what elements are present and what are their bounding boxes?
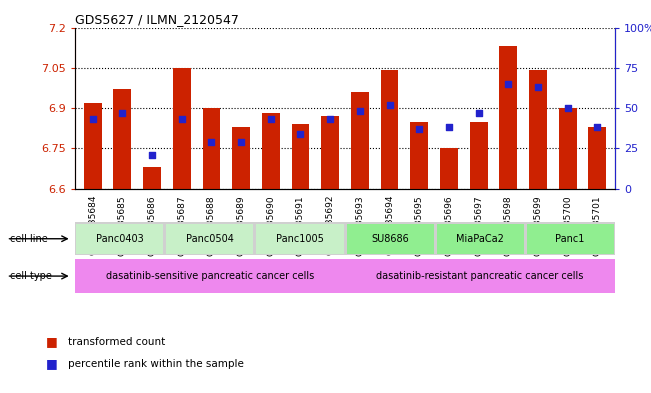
- Bar: [173, 68, 191, 189]
- Text: cell line: cell line: [10, 234, 48, 244]
- Bar: [470, 121, 488, 189]
- Bar: [351, 92, 368, 189]
- Text: ■: ■: [46, 357, 57, 370]
- Bar: [143, 167, 161, 189]
- Point: [147, 152, 158, 158]
- Text: transformed count: transformed count: [68, 337, 165, 347]
- Point: [503, 81, 514, 87]
- Point: [206, 139, 217, 145]
- Point: [414, 126, 424, 132]
- Text: Panc1005: Panc1005: [276, 234, 324, 244]
- Point: [325, 116, 335, 123]
- Bar: [589, 127, 606, 189]
- Bar: [232, 127, 250, 189]
- Bar: [202, 108, 220, 189]
- Bar: [346, 224, 434, 254]
- Point: [355, 108, 365, 114]
- Bar: [256, 224, 344, 254]
- Bar: [84, 103, 102, 189]
- Point: [176, 116, 187, 123]
- Text: Panc0403: Panc0403: [96, 234, 144, 244]
- Bar: [167, 224, 253, 254]
- Bar: [437, 224, 523, 254]
- Point: [473, 110, 484, 116]
- Bar: [410, 121, 428, 189]
- Bar: [529, 70, 547, 189]
- Point: [266, 116, 276, 123]
- Text: SU8686: SU8686: [371, 234, 409, 244]
- Text: Panc1: Panc1: [555, 234, 585, 244]
- Text: MiaPaCa2: MiaPaCa2: [456, 234, 504, 244]
- Point: [296, 131, 306, 137]
- Bar: [75, 259, 345, 293]
- Bar: [440, 148, 458, 189]
- Point: [236, 139, 246, 145]
- Bar: [381, 70, 398, 189]
- Bar: [559, 108, 577, 189]
- Point: [592, 124, 603, 130]
- Text: ■: ■: [46, 335, 57, 349]
- Text: dasatinib-sensitive pancreatic cancer cells: dasatinib-sensitive pancreatic cancer ce…: [106, 271, 314, 281]
- Text: GDS5627 / ILMN_2120547: GDS5627 / ILMN_2120547: [75, 13, 239, 26]
- Point: [384, 102, 395, 108]
- Bar: [113, 89, 132, 189]
- Bar: [527, 224, 614, 254]
- Point: [533, 84, 543, 90]
- Point: [444, 124, 454, 130]
- Text: dasatinib-resistant pancreatic cancer cells: dasatinib-resistant pancreatic cancer ce…: [376, 271, 584, 281]
- Bar: [262, 114, 280, 189]
- Point: [87, 116, 98, 123]
- Text: cell type: cell type: [10, 271, 51, 281]
- Bar: [322, 116, 339, 189]
- Bar: [499, 46, 518, 189]
- Text: percentile rank within the sample: percentile rank within the sample: [68, 358, 244, 369]
- Point: [562, 105, 573, 111]
- Bar: [76, 224, 163, 254]
- Point: [117, 110, 128, 116]
- Bar: [345, 259, 615, 293]
- Bar: [292, 124, 309, 189]
- Text: Panc0504: Panc0504: [186, 234, 234, 244]
